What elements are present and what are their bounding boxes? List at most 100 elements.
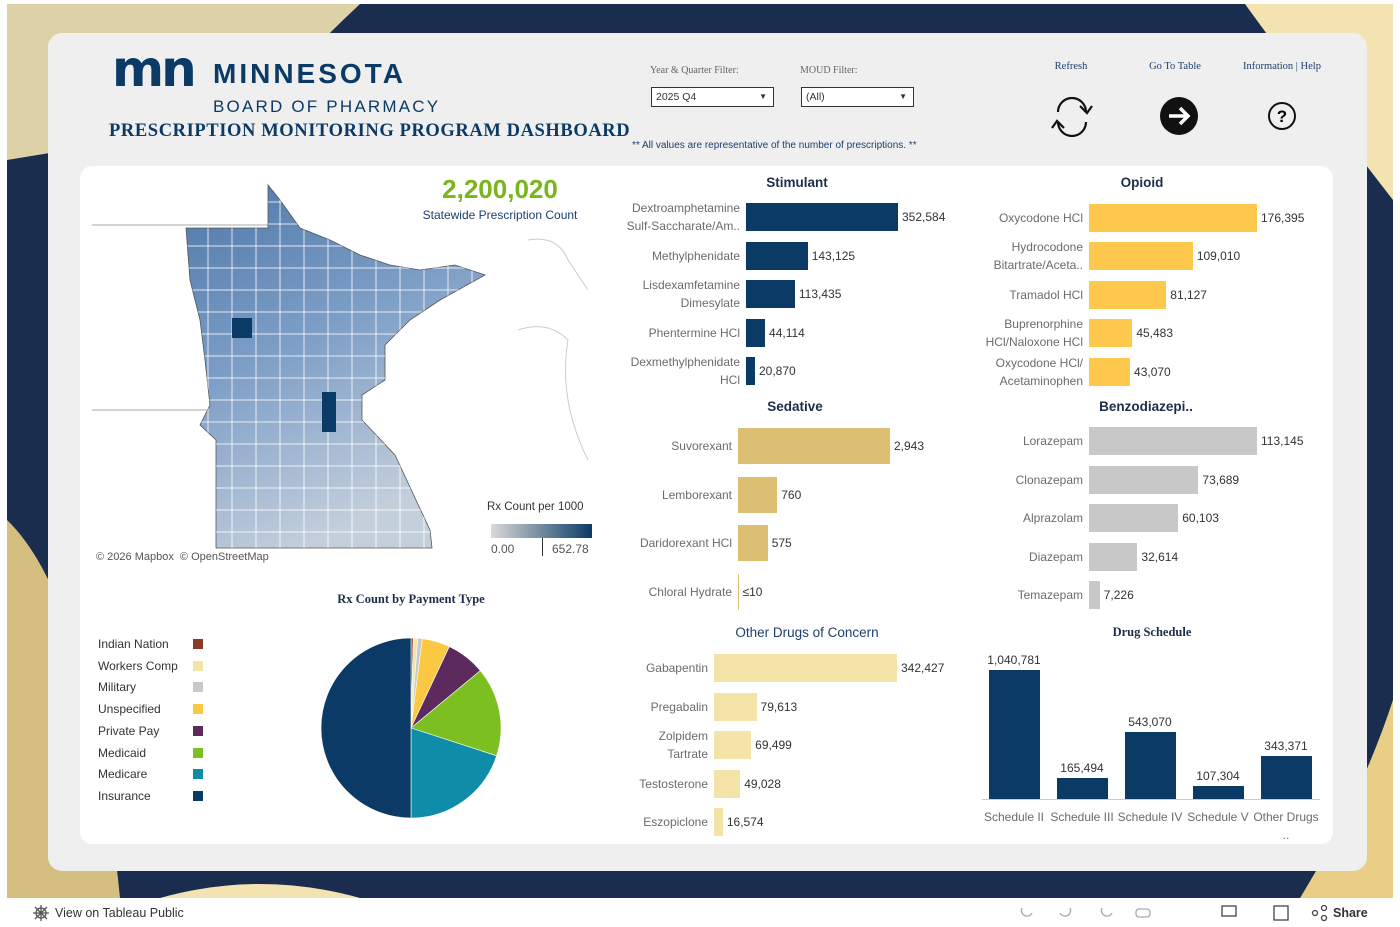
bar xyxy=(1260,756,1312,799)
legend-label: Private Pay xyxy=(98,723,160,738)
value-label: 176,395 xyxy=(1261,210,1305,225)
category-label: Eszopiclone xyxy=(643,815,708,829)
dashboard-title: PRESCRIPTION MONITORING PROGRAM DASHBOAR… xyxy=(109,121,631,141)
value-label: 73,689 xyxy=(1202,472,1240,487)
value-label: 342,427 xyxy=(901,661,945,675)
category-label: Methylphenidate xyxy=(651,248,740,263)
value-label: 543,070 xyxy=(1128,714,1172,729)
chart-title: Stimulant xyxy=(766,175,828,190)
legend-swatch xyxy=(193,682,203,693)
header-note: ** All values are representative of the … xyxy=(632,140,917,151)
help-button[interactable]: Information | Help xyxy=(1243,61,1321,72)
table-icon[interactable] xyxy=(1160,97,1198,135)
filter-value: (All) xyxy=(806,91,825,103)
bar xyxy=(714,808,723,836)
category-label: Buprenorphine HCl/Naloxone HCl xyxy=(985,317,1083,349)
category-label: Oxycodone HCl/ Acetaminophen xyxy=(995,355,1083,388)
share-button[interactable]: Share xyxy=(1333,906,1368,920)
category-label: Pregabalin xyxy=(650,699,708,714)
value-label: 45,483 xyxy=(1136,326,1174,340)
logo-text: MINNESOTA xyxy=(213,58,406,89)
toolbar-icons xyxy=(33,904,1328,922)
bar xyxy=(746,203,898,231)
category-label: Diazepam xyxy=(1028,549,1083,564)
category-label: Schedule II xyxy=(983,810,1045,824)
dropdown-arrow: ▼ xyxy=(899,92,907,101)
bar xyxy=(738,428,890,464)
value-label: 165,494 xyxy=(1060,761,1104,776)
value-label: 143,125 xyxy=(811,248,856,263)
value-label: 1,040,781 xyxy=(987,653,1041,667)
help-icon[interactable]: ? xyxy=(1268,102,1296,130)
category-label: Dextroamphetamine Sulf-Saccharate/Am.. xyxy=(626,201,740,233)
filter-value: 2025 Q4 xyxy=(656,91,697,103)
value-label: 16,574 xyxy=(726,815,764,829)
refresh-icon[interactable] xyxy=(1051,96,1093,138)
bar xyxy=(738,573,739,610)
bar xyxy=(1089,357,1131,386)
legend-label: Unspecified xyxy=(98,702,161,717)
table-button[interactable]: Go To Table xyxy=(1149,61,1201,72)
summary-value: 2,200,020 xyxy=(442,174,558,204)
bar xyxy=(1089,280,1167,309)
category-label: Dexmethylphenidate HCl xyxy=(630,355,740,387)
value-label: 113,145 xyxy=(1261,434,1304,448)
chart-title: Drug Schedule xyxy=(1112,625,1192,639)
svg-text:?: ? xyxy=(1277,107,1287,126)
category-label: Lemborexant xyxy=(661,487,732,502)
chart-title: Sedative xyxy=(767,399,823,414)
bar xyxy=(1124,731,1176,799)
legend-min: 0.00 xyxy=(491,542,515,556)
category-label: Temazepam xyxy=(1017,588,1083,603)
bar xyxy=(1089,465,1199,494)
value-label: 760 xyxy=(781,487,802,502)
category-label: Schedule IV xyxy=(1117,810,1183,824)
logo-subtitle: BOARD OF PHARMACY xyxy=(213,97,441,116)
category-label: Chloral Hydrate xyxy=(648,584,732,599)
legend-swatch xyxy=(193,747,203,758)
category-label: Clonazepam xyxy=(1015,472,1083,487)
bar xyxy=(988,670,1040,799)
bar xyxy=(714,692,757,721)
filter-label: MOUD Filter: xyxy=(800,65,858,76)
category-label: Oxycodone HCl xyxy=(998,210,1083,225)
legend-swatch xyxy=(193,769,203,780)
filter-dropdown[interactable]: 2025 Q4 ▼ xyxy=(651,87,774,107)
bar xyxy=(1056,778,1108,799)
logo-mark: mn xyxy=(112,40,197,98)
category-label: Schedule III xyxy=(1050,810,1114,824)
value-label: 352,584 xyxy=(902,210,946,224)
bar xyxy=(1089,504,1179,533)
bar xyxy=(714,654,897,682)
legend-label: Medicaid xyxy=(98,745,147,760)
legend-swatch xyxy=(193,790,203,801)
bar xyxy=(714,769,741,798)
tableau-link[interactable]: View on Tableau Public xyxy=(55,906,184,920)
header-icons: ? xyxy=(1051,96,1296,138)
value-label: 81,127 xyxy=(1170,287,1207,302)
value-label: 575 xyxy=(771,536,792,550)
bar xyxy=(1089,427,1257,455)
chart-title: Benzodiazepi.. xyxy=(1099,399,1193,414)
bar xyxy=(1192,785,1244,799)
value-label: 69,499 xyxy=(755,738,792,752)
filter-dropdown[interactable]: (All) ▼ xyxy=(801,87,914,107)
category-label: Alprazolam xyxy=(1022,511,1083,526)
chart-title: Other Drugs of Concern xyxy=(735,625,879,640)
category-label: Suvorexant xyxy=(671,439,732,453)
bar xyxy=(746,280,795,308)
dropdown-arrow: ▼ xyxy=(759,92,767,101)
bar xyxy=(746,357,755,385)
bar xyxy=(1089,242,1193,270)
color-ramp xyxy=(491,524,592,538)
bar xyxy=(1089,203,1257,232)
map xyxy=(92,183,589,549)
value-label: 79,613 xyxy=(760,699,798,714)
category-label: Zolpidem Tartrate xyxy=(658,729,708,761)
refresh-button[interactable]: Refresh xyxy=(1054,61,1088,72)
value-label: 107,304 xyxy=(1196,768,1240,783)
value-label: 7,226 xyxy=(1103,588,1134,603)
legend-swatch xyxy=(193,704,203,715)
category-label: Tramadol HCl xyxy=(1009,287,1083,302)
